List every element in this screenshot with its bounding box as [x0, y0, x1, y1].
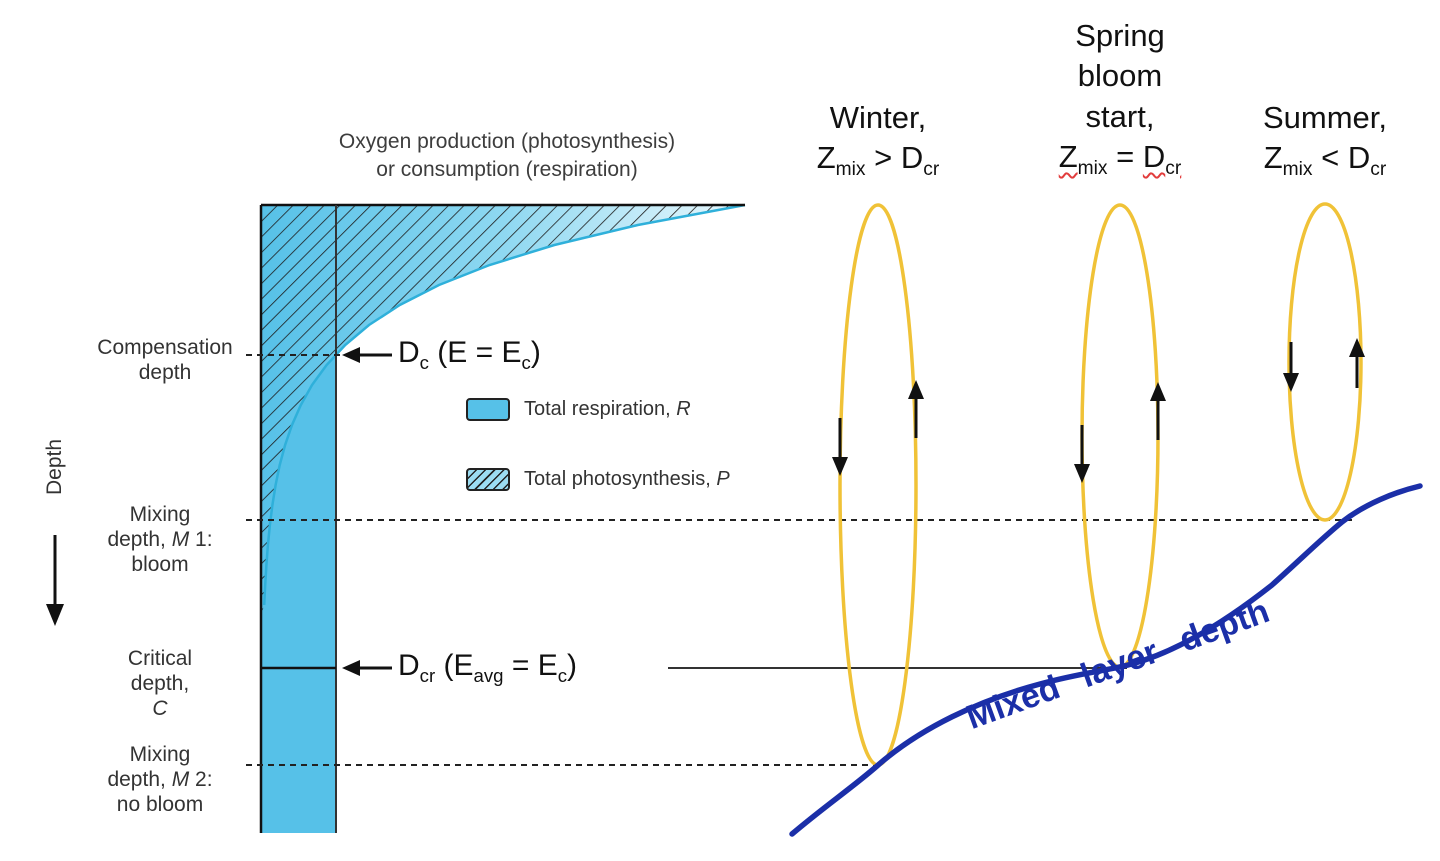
dc-p2: (E = E [428, 336, 522, 369]
spring-header: Spring bloom start, Zmix = Dcr [1010, 16, 1230, 182]
spring-rel: = [1107, 138, 1143, 174]
legend-respiration-symbol: R [676, 398, 691, 420]
dcr-p1: D [398, 649, 420, 682]
summer-down-arrow [1283, 342, 1299, 392]
legend-respiration-label: Total respiration, R [524, 398, 691, 421]
dcr-p3: = E [503, 649, 558, 682]
mixing-depth-2-label-line3: no bloom [116, 793, 204, 817]
winter-down-arrow [832, 418, 848, 476]
summer-circulation-ellipse [1287, 202, 1363, 522]
critical-depth-label: Critical depth, C [65, 646, 255, 722]
winter-d: D [900, 140, 924, 176]
dc-annotation: Dc (E = Ec) [398, 336, 541, 374]
depth-axis-label: Depth [43, 438, 66, 496]
summer-header-formula: Zmix < Dcr [1215, 138, 1435, 183]
legend-photosynthesis: Total photosynthesis, P [466, 468, 730, 491]
dcr-annotation: Dcr (Eavg = Ec) [398, 649, 577, 687]
diagram-title-line2: or consumption (respiration) [376, 158, 638, 182]
depth-axis-arrow [46, 535, 64, 626]
dcr-s3: c [557, 665, 567, 686]
spring-header-line2: bloom [1077, 58, 1163, 94]
mixing-depth-1-label-line1: Mixing [129, 503, 191, 526]
critical-depth-label-line2: depth, [130, 672, 190, 696]
mixing-depth-1-line2-post: 1: [189, 528, 213, 552]
dcr-p4: ) [567, 649, 577, 682]
critical-depth-label-italic-c: C [152, 697, 168, 721]
mixing-depth-2-line2-italic: M [171, 768, 190, 792]
diagram-title-line1: Oxygen production (photosynthesis) [338, 130, 676, 153]
dcr-p2: (E [435, 649, 474, 682]
spring-z-wavy: Zmix [1058, 138, 1108, 179]
dcr-s2: avg [473, 665, 504, 686]
summer-d: D [1347, 140, 1371, 176]
summer-zsub: mix [1282, 159, 1313, 181]
critical-depth-label-line3: C [65, 696, 255, 721]
mixing-depth-2-label: Mixing depth, M 2: no bloom [65, 742, 255, 818]
diagram-title: Oxygen production (photosynthesis) or co… [272, 128, 742, 185]
summer-up-arrow [1349, 338, 1365, 388]
mixing-depth-1-label-line2: depth, M 1: [65, 527, 255, 552]
winter-up-arrow [908, 380, 924, 438]
legend-photosynthesis-symbol: P [716, 468, 730, 490]
summer-rel: < [1312, 140, 1348, 176]
compensation-depth-label: Compensation depth [70, 335, 260, 385]
winter-z: Z [816, 140, 836, 176]
mixing-depth-2-line2-post: 2: [189, 768, 213, 792]
spring-header-line1: Spring [1075, 18, 1165, 53]
dc-arrow [342, 347, 392, 363]
legend-respiration: Total respiration, R [466, 398, 691, 421]
respiration-swatch-icon [466, 398, 510, 421]
critical-depth-label-line1: Critical [127, 647, 193, 670]
spring-up-arrow [1150, 382, 1166, 440]
photosynthesis-swatch-icon [466, 468, 510, 491]
dcr-arrow [342, 660, 392, 676]
mixing-depth-1-line2-italic: M [171, 528, 190, 552]
spring-z: Z [1058, 138, 1078, 174]
dc-s2: c [521, 352, 531, 373]
summer-dsub: cr [1370, 159, 1387, 181]
spring-circulation-ellipse [1080, 203, 1160, 669]
spring-header-line3: start, [1085, 98, 1155, 134]
spring-header-formula: Zmix = Dcr [1010, 137, 1230, 182]
spring-d: D [1142, 138, 1166, 174]
winter-rel: > [865, 140, 901, 176]
winter-zsub: mix [835, 159, 866, 181]
dcr-s1: cr [419, 665, 436, 686]
mixing-depth-2-line2-pre: depth, [107, 768, 172, 792]
spring-down-arrow [1074, 425, 1090, 483]
winter-dsub: cr [923, 159, 940, 181]
dc-p1: D [398, 336, 420, 369]
dc-s1: c [419, 352, 429, 373]
photosynthesis-area-hatch [261, 205, 745, 615]
mixing-depth-1-label-line3: bloom [131, 553, 189, 577]
winter-header-title: Winter, [829, 100, 927, 135]
legend-photosynthesis-label: Total photosynthesis, P [524, 468, 730, 491]
winter-circulation-ellipse [838, 203, 918, 767]
mixing-depth-1-label: Mixing depth, M 1: bloom [65, 502, 255, 578]
legend-respiration-text: Total respiration, [524, 398, 677, 420]
winter-header: Winter, Zmix > Dcr [768, 98, 988, 183]
summer-z: Z [1263, 140, 1283, 176]
summer-header: Summer, Zmix < Dcr [1215, 98, 1435, 183]
dc-p3: ) [530, 336, 541, 369]
mixing-depth-2-label-line2: depth, M 2: [65, 767, 255, 792]
spring-d-wavy: Dcr [1142, 138, 1181, 179]
legend-photosynthesis-text: Total photosynthesis, [524, 468, 717, 490]
mixing-depth-2-label-line1: Mixing [129, 743, 191, 766]
mixing-depth-1-line2-pre: depth, [107, 528, 172, 552]
photosynthesis-decay-curve [262, 203, 746, 606]
compensation-depth-label-line2: depth [138, 361, 192, 385]
mixed-layer-depth-curve [789, 483, 1423, 837]
summer-header-title: Summer, [1262, 100, 1388, 135]
winter-header-formula: Zmix > Dcr [768, 138, 988, 183]
spring-zsub: mix [1077, 158, 1108, 180]
spring-dsub: cr [1165, 158, 1182, 180]
compensation-depth-label-line1: Compensation [97, 336, 233, 359]
